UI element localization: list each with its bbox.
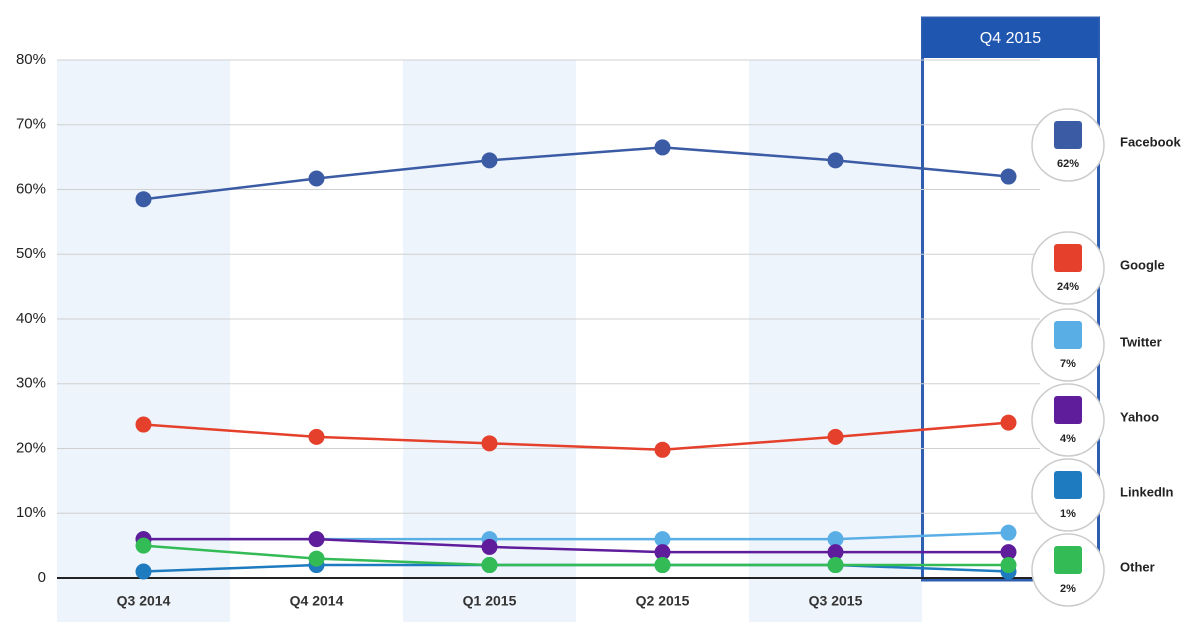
legend-icon — [1054, 471, 1082, 499]
data-point — [827, 544, 844, 561]
data-point — [827, 557, 844, 574]
legend-value: 62% — [1057, 158, 1079, 170]
data-point — [135, 563, 152, 580]
data-point — [1000, 414, 1017, 431]
data-point — [135, 416, 152, 433]
highlight-header — [922, 18, 1099, 58]
grid: 0 10% 20% 30% 40% 50% 60% 70% 80% Q3 2014 Q4 2014 Q… — [16, 30, 1041, 608]
y-tick-label: 10% — [16, 504, 46, 521]
legend-label: Google — [1120, 257, 1165, 272]
legend-value: 24% — [1057, 281, 1079, 293]
legend-value: 2% — [1060, 583, 1076, 595]
legend-icon — [1054, 321, 1082, 349]
legend-icon — [1054, 121, 1082, 149]
legend-label: Other — [1120, 559, 1155, 574]
data-point — [827, 531, 844, 548]
y-tick-label: 20% — [16, 439, 46, 456]
series-line — [143, 544, 1009, 567]
legend-icon — [1054, 546, 1082, 574]
x-tick-label: Q2 2015 — [636, 593, 690, 609]
data-point — [827, 428, 844, 445]
data-point — [481, 152, 498, 169]
data-point — [1000, 168, 1017, 185]
legend-icon — [1054, 244, 1082, 272]
legend-label: Twitter — [1120, 334, 1162, 349]
legend-value: 7% — [1060, 358, 1076, 370]
data-point — [481, 435, 498, 452]
data-point — [654, 139, 671, 156]
legend-label: LinkedIn — [1120, 484, 1174, 499]
data-point — [1000, 544, 1017, 561]
y-tick-label: 80% — [16, 51, 46, 68]
data-point — [1000, 557, 1017, 574]
x-tick-label: Q4 2015 — [980, 30, 1041, 47]
data-point — [308, 531, 325, 548]
legend-value: 4% — [1060, 433, 1076, 445]
x-tick-label: Q4 2014 — [290, 593, 344, 609]
data-point — [135, 191, 152, 208]
data-point — [308, 550, 325, 567]
data-point — [308, 170, 325, 187]
series-line — [143, 421, 1009, 452]
y-tick-label: 0 — [38, 569, 46, 586]
y-tick-label: 60% — [16, 180, 46, 197]
legend-label: Yahoo — [1120, 409, 1159, 424]
band-stripe — [57, 60, 230, 622]
legend-icon — [1054, 396, 1082, 424]
lines — [135, 139, 1017, 580]
x-tick-label: Q3 2015 — [809, 593, 863, 609]
legend-value: 1% — [1060, 508, 1076, 520]
y-tick-label: 70% — [16, 116, 46, 133]
legend: 62% Facebook 24% Google 7% Twitter 4% Yahoo 1% Li… — [1031, 108, 1181, 607]
data-point — [135, 537, 152, 554]
data-point — [827, 152, 844, 169]
background — [57, 16, 1100, 622]
data-point — [654, 557, 671, 574]
data-point — [481, 557, 498, 574]
data-point — [308, 428, 325, 445]
x-tick-label: Q1 2015 — [463, 593, 517, 609]
y-tick-label: 40% — [16, 310, 46, 327]
data-point — [481, 538, 498, 555]
data-point — [1000, 524, 1017, 541]
series-line — [143, 537, 1009, 554]
series-line — [143, 146, 1009, 201]
data-point — [654, 441, 671, 458]
y-tick-label: 50% — [16, 245, 46, 262]
data-point — [654, 544, 671, 561]
data-point — [654, 531, 671, 548]
legend-label: Facebook — [1120, 134, 1181, 149]
x-tick-label: Q3 2014 — [117, 593, 171, 609]
y-tick-label: 30% — [16, 375, 46, 392]
